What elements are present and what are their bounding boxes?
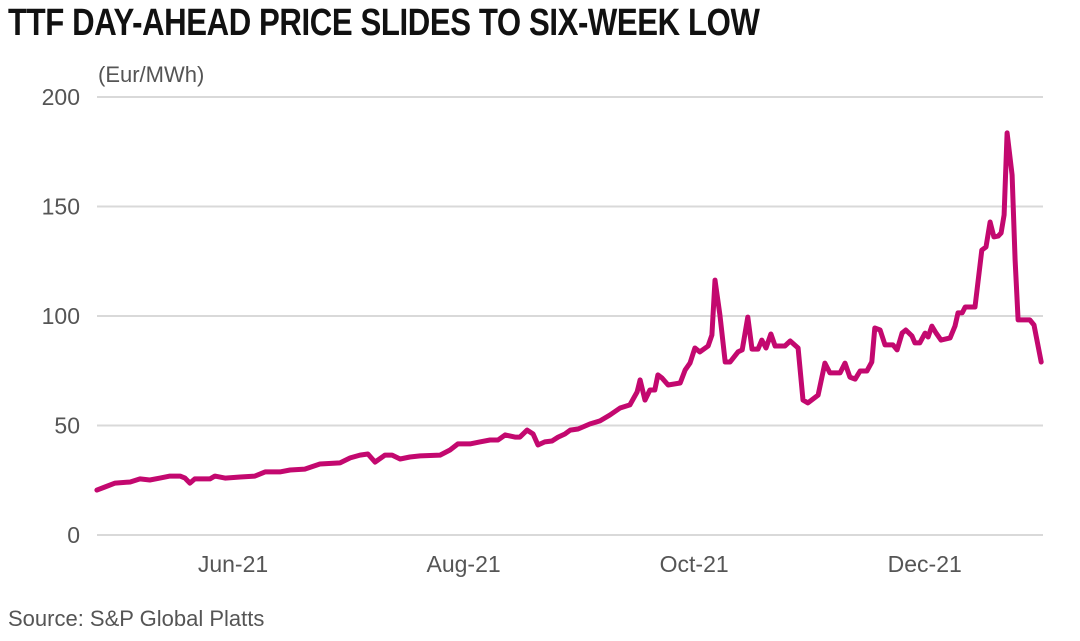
chart-title: TTF DAY-AHEAD PRICE SLIDES TO SIX-WEEK L… [8, 2, 760, 44]
x-tick-label: Jun-21 [198, 551, 268, 577]
x-tick-label: Dec-21 [888, 551, 962, 577]
source-note: Source: S&P Global Platts [8, 606, 265, 631]
x-tick-label: Aug-21 [426, 551, 500, 577]
y-tick-label: 100 [42, 303, 80, 329]
y-tick-label: 200 [42, 84, 80, 110]
y-tick-label: 0 [67, 522, 80, 548]
series-line [94, 130, 1044, 493]
y-tick-label: 150 [42, 194, 80, 220]
y-axis-unit-label: (Eur/MWh) [98, 62, 205, 87]
y-tick-label: 50 [54, 413, 80, 439]
x-tick-label: Oct-21 [660, 551, 729, 577]
